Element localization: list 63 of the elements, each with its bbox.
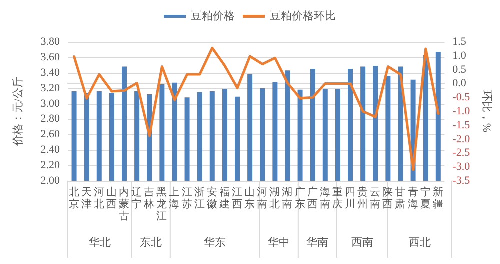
- y2-axis-title: 环比，%: [480, 90, 494, 133]
- y-tick-label: 2.20: [40, 160, 60, 172]
- x-tick-label: 河南: [257, 186, 268, 210]
- x-tick-label: 北京: [68, 186, 80, 210]
- y2-tick-label: 0.5: [452, 64, 467, 76]
- x-tick-label: 辽宁: [132, 186, 143, 210]
- y-tick-label: 2.00: [40, 175, 60, 187]
- line-series: [73, 46, 440, 172]
- y-tick-label: 2.40: [40, 144, 60, 156]
- text: 华中: [268, 236, 290, 249]
- x-tick-label: 陕西: [382, 186, 394, 210]
- x-tick-label: 江西: [232, 186, 244, 210]
- x-tick-label: 河北: [94, 186, 105, 210]
- x-tick-label: 云南: [370, 188, 382, 210]
- y2-tick-label: 1.5: [452, 36, 467, 48]
- y2-tick-label: 0.0: [452, 78, 467, 90]
- x-tick-label: 新疆: [432, 186, 444, 210]
- x-tick-label: 湖南: [282, 186, 294, 210]
- y-axis-title: 价格：元/公斤: [12, 76, 24, 148]
- y2-tick-label: -1.5: [452, 119, 471, 132]
- x-tick-label: 安徽: [206, 186, 218, 210]
- y-tick-label: 3.80: [40, 36, 60, 48]
- text: 东北: [140, 236, 162, 249]
- x-tick-label: 吉林: [143, 186, 156, 210]
- x-tick-label: 甘肃: [395, 186, 406, 210]
- y2-tick-label: -2.0: [452, 133, 471, 146]
- x-tick-label: 重庆: [332, 186, 344, 210]
- legend-label: 豆粕价格环比: [270, 10, 336, 22]
- x-tick-label: 青海: [408, 186, 419, 210]
- x-tick-label: 贵州: [358, 186, 369, 210]
- x-tick-label: 海南: [320, 186, 331, 210]
- x-tick-label: 宁夏: [420, 186, 432, 210]
- x-tick-label: 黑龙江: [156, 186, 168, 222]
- y-tick-label: 2.60: [40, 128, 60, 141]
- y-tick-label: 3.00: [40, 98, 60, 110]
- x-tick-label: 上海: [169, 186, 180, 210]
- x-tick-label: 山东: [244, 186, 256, 210]
- legend-label: 豆粕价格: [191, 10, 235, 22]
- y-tick-label: 3.40: [40, 66, 60, 79]
- text: 华东: [204, 236, 226, 249]
- x-tick-label: 四川: [345, 186, 356, 210]
- text: 华南: [306, 236, 329, 249]
- x-tick-label: 山西: [106, 186, 118, 210]
- y2-tick-label: -3.0: [452, 161, 471, 174]
- y2-tick-label: -2.5: [452, 147, 471, 160]
- x-tick-label: 湖北: [270, 186, 281, 210]
- x-tick-label: 广西: [307, 186, 318, 210]
- x-tick-label: 浙江: [194, 186, 206, 210]
- y-tick-label: 3.60: [40, 51, 60, 64]
- text: 西北: [409, 236, 431, 249]
- y2-tick-label: -3.5: [452, 175, 471, 187]
- x-tick-label: 江苏: [182, 186, 193, 210]
- text: 华北: [89, 236, 111, 249]
- y2-tick-label: -0.5: [452, 92, 471, 104]
- x-tick-label: 福建: [218, 186, 230, 210]
- y-tick-label: 3.20: [40, 82, 60, 94]
- x-tick-label: 内蒙古: [119, 186, 130, 222]
- x-tick-label: 天津: [81, 186, 92, 210]
- text: 西南: [351, 236, 374, 249]
- y2-tick-label: 1.0: [452, 50, 467, 62]
- x-tick-label: 广东: [294, 186, 306, 210]
- y2-tick-label: -1.0: [452, 106, 471, 118]
- y-tick-label: 2.80: [40, 113, 60, 126]
